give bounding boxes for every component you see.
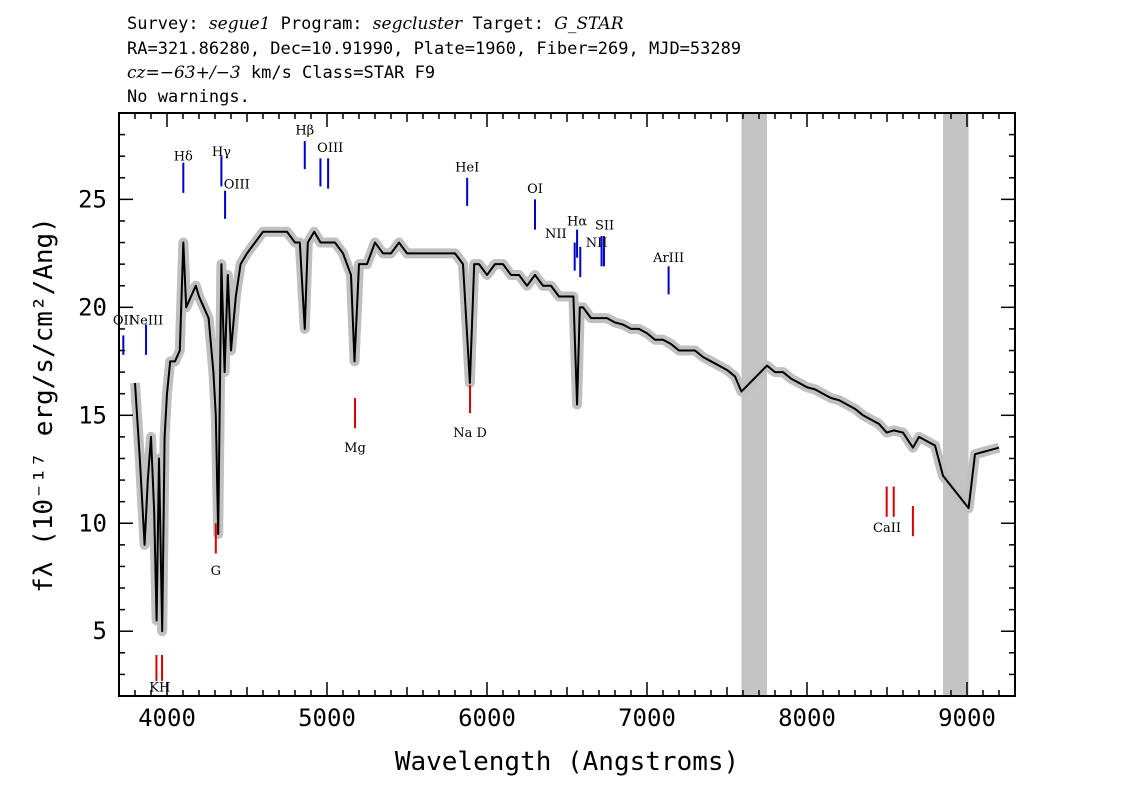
y-tick-label: 15 (78, 401, 107, 429)
line-label: OIII (317, 141, 343, 156)
line-label: NII (586, 236, 608, 251)
header-line-1: Survey: segue1 Program: segcluster Targe… (127, 14, 624, 34)
x-tick-label: 4000 (138, 704, 196, 732)
line-label: G (211, 564, 221, 579)
line-label: KH (149, 681, 170, 696)
spectrum-series (134, 230, 1000, 633)
line-label: HeI (455, 160, 479, 175)
error-band-line (130, 226, 1001, 637)
spectrum-line (134, 230, 1000, 633)
y-tick-label: 25 (78, 185, 107, 213)
y-axis-label: fλ (10⁻¹⁷ erg/s/cm²/Ang) (29, 217, 59, 593)
line-label: Hβ (295, 124, 314, 139)
masked-regions (741, 113, 969, 696)
line-label: Hα (567, 214, 587, 229)
line-label: OI (527, 182, 543, 197)
x-axis-label: Wavelength (Angstroms) (395, 747, 739, 777)
line-label: CaII (873, 521, 901, 536)
x-tick-label: 8000 (778, 704, 836, 732)
line-label: ArIII (652, 251, 684, 266)
x-tick-label: 9000 (938, 704, 996, 732)
line-label: NeIII (129, 314, 163, 329)
header-line-4: No warnings. (127, 87, 250, 107)
masked-region (943, 113, 969, 696)
line-label: Mg (344, 441, 366, 456)
line-label: NII (545, 227, 567, 242)
header-line-2: RA=321.86280, Dec=10.91990, Plate=1960, … (127, 39, 741, 59)
x-axis-ticks: 4000 5000 6000 7000 8000 9000 (118, 113, 1016, 732)
line-label: OIII (224, 178, 250, 193)
line-label: Na D (453, 426, 487, 441)
plot-frame (118, 112, 1016, 697)
line-label: Hδ (174, 150, 193, 165)
error-band (130, 226, 1001, 637)
y-tick-label: 10 (78, 509, 107, 537)
y-tick-label: 20 (78, 293, 107, 321)
header-line-3: cz=−63+/−3 km/s Class=STAR F9 (127, 63, 435, 83)
line-label: SII (595, 219, 614, 234)
y-tick-label: 5 (93, 617, 107, 645)
line-label: Hγ (212, 145, 231, 160)
spectrum-header: Survey: segue1 Program: segcluster Targe… (127, 14, 741, 107)
masked-region (741, 113, 767, 696)
x-tick-label: 5000 (298, 704, 356, 732)
line-markers (122, 141, 914, 681)
x-tick-label: 7000 (618, 704, 676, 732)
x-tick-label: 6000 (458, 704, 516, 732)
y-axis-ticks: 5 10 15 20 25 (78, 112, 1015, 676)
